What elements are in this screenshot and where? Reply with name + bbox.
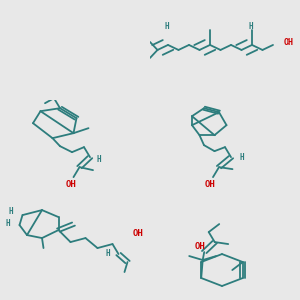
Text: OH: OH: [133, 229, 143, 238]
Text: H: H: [97, 154, 101, 164]
Text: H: H: [5, 219, 10, 228]
Text: OH: OH: [65, 180, 76, 189]
Text: OH: OH: [205, 180, 215, 189]
Text: H: H: [239, 153, 244, 162]
Text: OH: OH: [194, 242, 205, 250]
Text: H: H: [164, 22, 169, 32]
Text: H: H: [8, 207, 13, 216]
Text: OH: OH: [284, 38, 293, 47]
Text: H: H: [106, 248, 110, 257]
Text: H: H: [248, 22, 253, 32]
